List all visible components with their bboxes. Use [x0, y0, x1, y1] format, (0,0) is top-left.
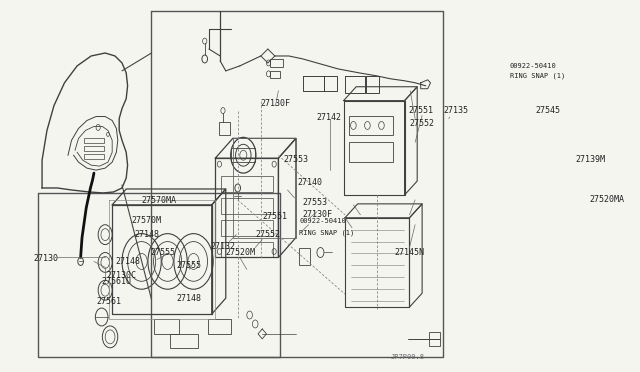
Text: JP7P00.8: JP7P00.8: [390, 354, 424, 360]
Text: 27561: 27561: [96, 297, 121, 306]
Text: 27551: 27551: [262, 212, 287, 221]
Bar: [154, 319, 179, 334]
Text: 27130: 27130: [34, 254, 59, 263]
Text: 27520M: 27520M: [226, 247, 256, 257]
Text: 00922-50410: 00922-50410: [300, 218, 346, 224]
Bar: [349, 142, 393, 162]
Text: RING SNAP (1): RING SNAP (1): [300, 230, 355, 236]
Bar: [349, 116, 393, 135]
Text: 27142: 27142: [317, 113, 342, 122]
Text: 27551: 27551: [408, 106, 433, 115]
Text: 27561U: 27561U: [101, 277, 131, 286]
Text: 27555: 27555: [177, 262, 202, 270]
Text: 27135: 27135: [443, 106, 468, 115]
Bar: [300, 247, 310, 265]
Text: 27132: 27132: [211, 241, 236, 251]
Bar: [221, 241, 273, 257]
Text: RING SNAP (1): RING SNAP (1): [510, 73, 565, 79]
Bar: [84, 154, 104, 159]
Text: 27140: 27140: [298, 178, 323, 187]
Bar: [270, 71, 280, 78]
Text: 00922-50410: 00922-50410: [510, 63, 557, 69]
Bar: [221, 220, 273, 235]
Text: 27130C: 27130C: [107, 271, 136, 280]
Text: 27570MA: 27570MA: [141, 196, 177, 205]
Text: 27148: 27148: [115, 257, 140, 266]
Bar: [208, 319, 230, 334]
Bar: [170, 334, 198, 348]
Text: 27553: 27553: [303, 198, 328, 207]
Text: 27552: 27552: [410, 119, 435, 128]
Bar: [84, 146, 104, 151]
Text: 27545: 27545: [536, 106, 561, 115]
Text: 27555: 27555: [150, 247, 175, 257]
Text: 27148: 27148: [134, 230, 159, 239]
Text: 27553: 27553: [284, 155, 308, 164]
Text: 27148: 27148: [177, 294, 202, 303]
Text: 27520MA: 27520MA: [589, 195, 624, 204]
Bar: [84, 138, 104, 143]
Text: 27552: 27552: [255, 230, 280, 239]
Bar: [219, 122, 230, 135]
Bar: [270, 59, 283, 67]
Text: 27145N: 27145N: [394, 247, 424, 257]
Bar: [429, 332, 440, 346]
Text: 27570M: 27570M: [131, 216, 161, 225]
Text: 27130F: 27130F: [261, 99, 291, 108]
Bar: [232, 148, 255, 162]
Text: 27130F: 27130F: [303, 210, 333, 219]
Bar: [221, 198, 273, 214]
Text: 27139M: 27139M: [575, 155, 605, 164]
Bar: [221, 176, 273, 192]
